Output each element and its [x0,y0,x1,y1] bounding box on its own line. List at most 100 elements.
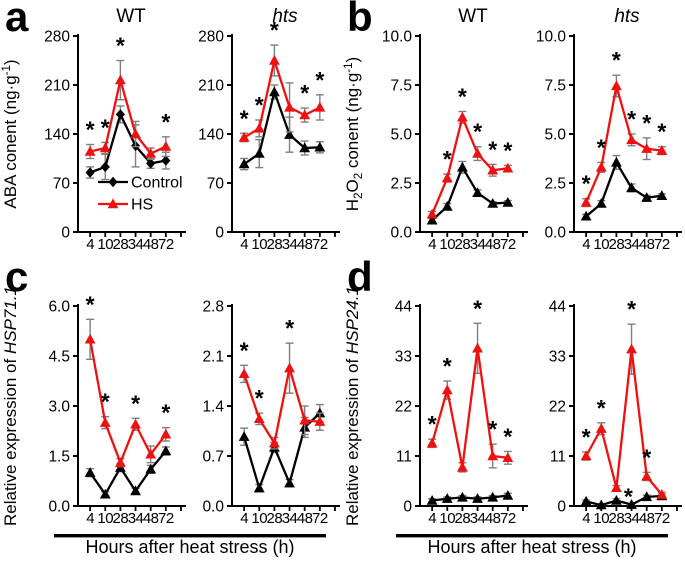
hs-marker [626,343,637,354]
x-tick-label: 28 [455,510,471,527]
x-tick-label: 48 [143,510,159,527]
significance-asterisk: * [473,295,482,321]
control-marker [580,210,592,221]
significance-asterisk: * [642,444,651,470]
hs-marker [107,198,119,209]
series-hs [426,322,514,473]
hs-marker [299,109,311,120]
control-marker [115,109,125,120]
hs-marker [130,128,141,139]
series-hs [84,318,172,468]
hs-marker [269,437,280,448]
x-tick-label: 34 [128,236,144,253]
x-tick-label: 10 [593,236,609,253]
x-tick-label: 48 [485,510,501,527]
series-control [85,105,171,181]
panel-b: b H2O2 conent (ng·g-1) 0.0 2.5 5.0 7.5 10.0 4 1… [342,0,685,260]
significance-asterisk: * [582,171,591,197]
significance-asterisk: * [161,109,170,135]
significance-asterisk: * [657,119,666,145]
y-tick-label: 3.0 [48,399,70,416]
significance-asterisk: * [240,337,249,363]
x-tick-label: 48 [639,236,655,253]
y-axis-label: H2O2 conent (ng·g-1) [343,57,365,211]
x-tick-label: 4 [428,510,436,527]
panel-letter-c: c [5,253,29,300]
series-control [238,84,326,171]
x-tick-label: 34 [470,236,486,253]
hs-marker [84,333,96,344]
hs-marker [611,482,622,493]
significance-asterisk: * [503,423,512,449]
y-tick-label: 33 [395,349,412,366]
x-tick-label: 28 [267,510,283,527]
hs-marker [656,489,668,499]
control-marker [595,197,607,208]
y-tick-label: 0.7 [202,449,224,466]
genotype-title: WT [116,6,146,27]
control-marker [641,491,653,502]
hs-marker [284,362,295,373]
x-tick-label: 34 [282,236,298,253]
legend: Control HS [98,175,183,214]
control-marker [238,431,250,441]
x-tick-label: 28 [455,236,471,253]
hs-marker [502,162,514,173]
significance-asterisk: * [582,424,591,450]
y-axis-label: Relative expression of HSP24.1 [343,286,362,526]
y-tick-label: 70 [53,176,71,193]
control-marker [611,156,622,167]
hs-marker [595,423,607,433]
y-tick-label: 5.0 [544,127,566,144]
significance-asterisk: * [101,114,110,140]
control-marker [595,499,607,510]
series-control [84,445,172,499]
hs-marker [457,111,468,122]
significance-asterisk: * [161,400,170,426]
hs-marker [472,342,483,353]
control-marker [457,161,468,172]
series-control [238,403,326,493]
control-marker [314,141,326,152]
hs-marker [145,148,157,158]
control-marker [441,493,453,503]
y-tick-label: 0.0 [544,225,566,242]
x-axis-label: Hours after heat stress (h) [85,537,294,557]
hs-marker [426,437,438,448]
series-hs [580,323,668,499]
x-tick-label: 28 [113,236,129,253]
hs-marker [472,148,483,158]
panel-c-plot: Relative expression of HSP71.1 0.0 1.5 3.0 4… [1,286,340,557]
hs-marker [115,457,126,467]
hs-marker [160,428,172,439]
x-tick-label: 48 [297,236,313,253]
significance-asterisk: * [597,134,606,160]
hs-marker [580,450,592,461]
significance-asterisk: * [86,291,95,317]
x-tick-label: 10 [439,236,455,253]
y-tick-label: 280 [44,29,70,46]
control-marker [160,445,172,456]
y-tick-label: 44 [549,299,567,316]
significance-asterisk: * [255,92,264,118]
panel-letter-d: d [347,253,373,300]
control-marker [284,477,295,488]
control-marker [502,197,514,207]
hs-marker [99,417,111,427]
y-tick-label: 4.5 [48,349,70,366]
significance-asterisk: * [473,119,482,145]
hs-marker [457,461,468,472]
legend-label: HS [131,197,153,214]
y-tick-label: 7.5 [544,78,566,95]
y-tick-label: 2.5 [544,176,566,193]
control-marker [108,176,118,188]
control-marker [626,499,637,509]
x-tick-label: 10 [439,510,455,527]
subplot-c-hts: 0.00.71.42.12.84 10 28 34 48 72*** [202,299,340,527]
hs-marker [238,131,250,142]
y-tick-label: 11 [396,449,412,466]
